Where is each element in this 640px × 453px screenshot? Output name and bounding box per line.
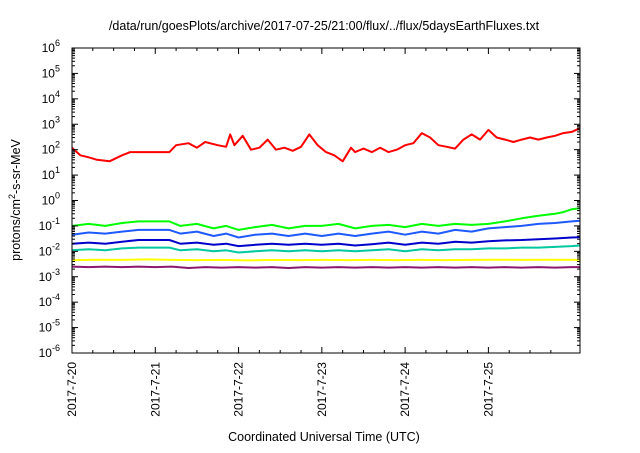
x-axis-title: Coordinated Universal Time (UTC) — [228, 430, 420, 444]
y-tick-label: 105 — [42, 63, 60, 80]
y-axis-title-prefix: protons/cm — [9, 199, 23, 261]
y-tick-exponent: -3 — [52, 267, 60, 277]
series-line-5 — [71, 244, 581, 254]
y-tick-label: 100 — [42, 191, 60, 208]
y-tick-exponent: 4 — [55, 89, 60, 99]
y-tick-label: 103 — [42, 114, 60, 131]
series-layer — [71, 127, 581, 269]
x-tick-label: 2017-7-20 — [65, 362, 79, 417]
y-axis-title: protons/cm2-s-sr-MeV — [7, 138, 23, 260]
y-tick-base: 10 — [42, 168, 56, 182]
y-tick-label: 104 — [42, 89, 60, 106]
y-axis-title-suffix: -s-sr-MeV — [9, 138, 23, 194]
series-line-4 — [71, 236, 581, 248]
series-line-2 — [71, 207, 581, 231]
y-tick-base: 10 — [42, 194, 56, 208]
y-tick-base: 10 — [42, 92, 56, 106]
y-tick-exponent: 5 — [55, 63, 60, 73]
y-tick-base: 10 — [39, 270, 53, 284]
x-tick-label: 2017-7-21 — [148, 362, 162, 417]
tick-layer — [71, 47, 580, 354]
y-tick-exponent: -4 — [52, 292, 60, 302]
y-tick-exponent: 0 — [55, 191, 60, 201]
x-tick-label: 2017-7-24 — [398, 362, 412, 417]
y-tick-base: 10 — [39, 295, 53, 309]
y-tick-label: 10-4 — [39, 292, 60, 309]
series-line-1 — [71, 127, 581, 163]
y-axis-title-sup: 2 — [7, 194, 17, 199]
y-tick-exponent: -5 — [52, 318, 60, 328]
y-tick-exponent: -2 — [52, 241, 60, 251]
y-tick-label: 106 — [42, 38, 60, 55]
y-tick-label: 101 — [42, 165, 60, 182]
y-tick-label: 10-6 — [39, 343, 60, 360]
y-tick-base: 10 — [42, 117, 56, 131]
y-tick-label: 10-3 — [39, 267, 60, 284]
y-tick-label: 10-5 — [39, 318, 60, 335]
y-tick-labels: 10-610-510-410-310-210-11001011021031041… — [39, 38, 60, 360]
y-tick-label: 10-2 — [39, 241, 60, 258]
x-tick-label: 2017-7-25 — [481, 362, 495, 417]
y-tick-exponent: -6 — [52, 343, 60, 353]
series-line-6 — [71, 258, 581, 262]
plot-frame — [71, 47, 581, 354]
y-tick-label: 102 — [42, 140, 60, 157]
y-tick-base: 10 — [39, 244, 53, 258]
y-tick-exponent: 2 — [55, 140, 60, 150]
y-tick-base: 10 — [42, 143, 56, 157]
y-tick-exponent: 6 — [55, 38, 60, 48]
chart-title: /data/run/goesPlots/archive/2017-07-25/2… — [109, 19, 540, 33]
x-tick-label: 2017-7-22 — [232, 362, 246, 417]
y-tick-base: 10 — [39, 219, 53, 233]
x-tick-labels: 2017-7-20 2017-7-21 2017-7-22 2017-7-23 2017… — [65, 362, 495, 417]
y-tick-base: 10 — [39, 346, 53, 360]
series-line-3 — [71, 219, 581, 239]
y-tick-base: 10 — [39, 321, 53, 335]
y-tick-base: 10 — [42, 41, 56, 55]
y-tick-base: 10 — [42, 66, 56, 80]
y-tick-exponent: 1 — [55, 165, 60, 175]
y-tick-exponent: -1 — [52, 216, 60, 226]
x-tick-label: 2017-7-23 — [315, 362, 329, 417]
series-line-7 — [71, 265, 580, 269]
y-tick-exponent: 3 — [55, 114, 60, 124]
y-tick-label: 10-1 — [39, 216, 60, 233]
